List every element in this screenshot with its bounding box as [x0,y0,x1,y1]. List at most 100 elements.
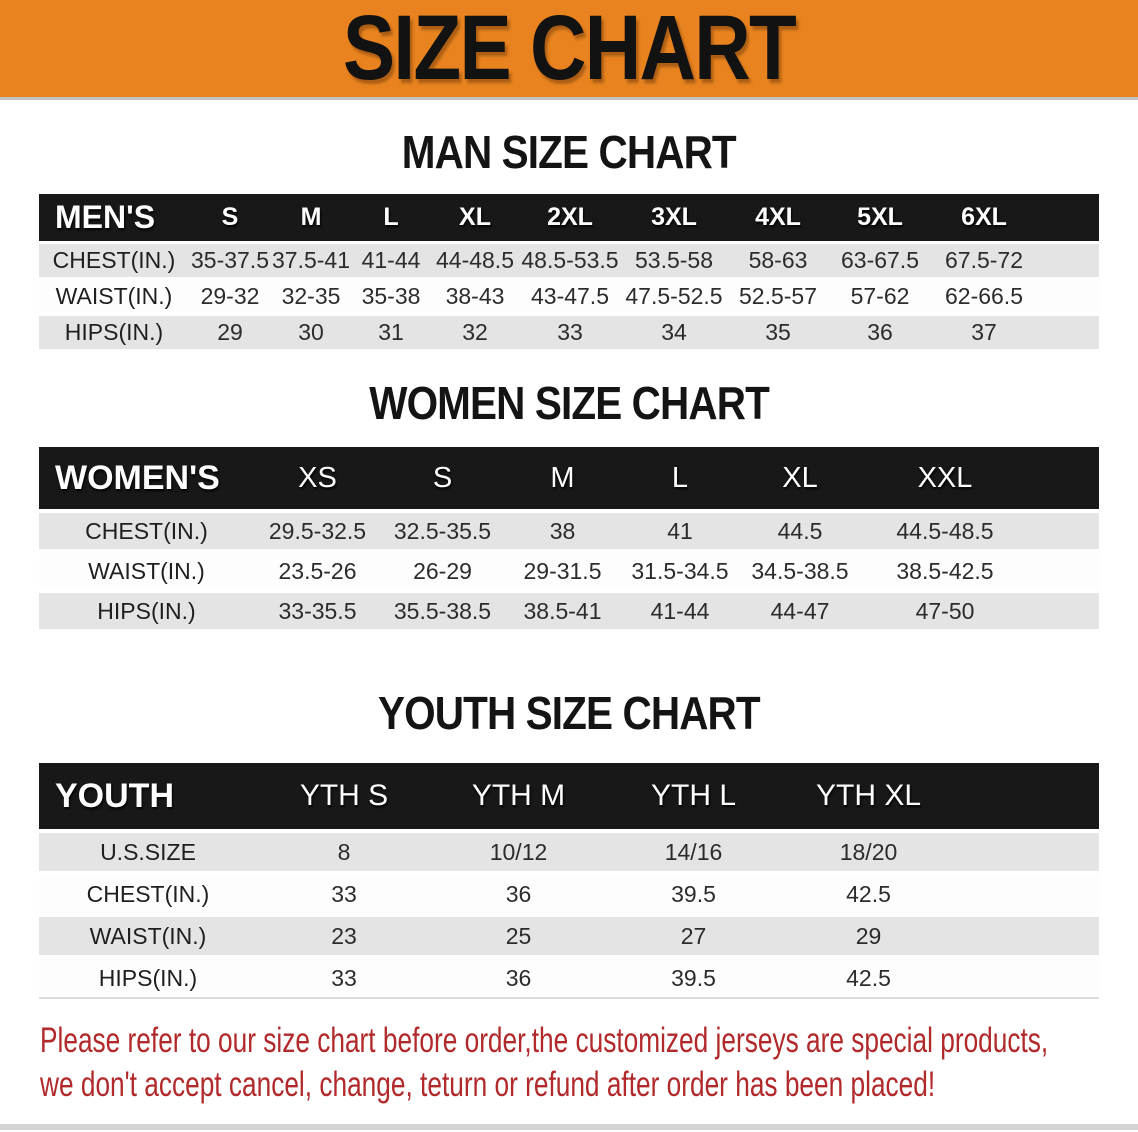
men-cell-0-2: 41-44 [351,241,431,277]
women-cell-2-1: 35.5-38.5 [381,589,504,629]
men-cell-0-1: 37.5-41 [271,241,351,277]
youth-row-2: WAIST(IN.) 23 25 27 29 [39,913,1099,955]
men-cell-2-5: 34 [621,313,727,349]
youth-section-title: YOUTH SIZE CHART [0,687,1138,739]
women-row-0-filler [1029,509,1099,549]
women-row-1-label: WAIST(IN.) [39,549,254,589]
disclaimer: Please refer to our size chart before or… [40,1019,1138,1107]
youth-row-3: HIPS(IN.) 33 36 39.5 42.5 [39,955,1099,997]
men-corner-label: MEN'S [39,194,189,241]
women-cell-1-1: 26-29 [381,549,504,589]
men-cell-1-4: 43-47.5 [519,277,621,313]
men-row-1: WAIST(IN.) 29-32 32-35 35-38 38-43 43-47.5 47.… [39,277,1099,313]
bottom-edge [0,1124,1138,1130]
men-cell-1-5: 47.5-52.5 [621,277,727,313]
youth-section-title-text: YOUTH SIZE CHART [378,687,761,739]
youth-cell-1-0: 33 [257,871,431,913]
youth-cell-3-0: 33 [257,955,431,997]
youth-cell-0-0: 8 [257,829,431,871]
youth-row-0-label: U.S.SIZE [39,829,257,871]
men-cell-2-3: 32 [431,313,519,349]
disclaimer-line-1: Please refer to our size chart before or… [40,1021,1049,1060]
women-cell-1-2: 29-31.5 [504,549,621,589]
men-cell-2-6: 35 [727,313,829,349]
women-cell-2-3: 41-44 [621,589,739,629]
men-size-header-6: 4XL [727,194,829,241]
men-cell-0-6: 58-63 [727,241,829,277]
women-cell-0-2: 38 [504,509,621,549]
disclaimer-line-2: we don't accept cancel, change, teturn o… [40,1065,936,1104]
youth-header-filler [956,763,1099,829]
women-size-header-5: XXL [861,447,1029,509]
women-cell-2-5: 47-50 [861,589,1029,629]
women-header-row: WOMEN'S XS S M L XL XXL [39,447,1099,509]
women-row-2-filler [1029,589,1099,629]
youth-row-2-label: WAIST(IN.) [39,913,257,955]
youth-cell-3-1: 36 [431,955,606,997]
men-row-2-label: HIPS(IN.) [39,313,189,349]
men-cell-2-4: 33 [519,313,621,349]
youth-header-row: YOUTH YTH S YTH M YTH L YTH XL [39,763,1099,829]
youth-size-header-0: YTH S [257,763,431,829]
youth-row-0-filler [956,829,1099,871]
youth-size-header-1: YTH M [431,763,606,829]
men-cell-2-1: 30 [271,313,351,349]
youth-cell-2-1: 25 [431,913,606,955]
women-size-header-4: XL [739,447,861,509]
men-cell-0-3: 44-48.5 [431,241,519,277]
women-size-table: WOMEN'S XS S M L XL XXL CHEST(IN.) 29.5-32.5 32.… [39,447,1099,629]
women-row-2-label: HIPS(IN.) [39,589,254,629]
men-cell-0-4: 48.5-53.5 [519,241,621,277]
women-cell-0-5: 44.5-48.5 [861,509,1029,549]
youth-row-1: CHEST(IN.) 33 36 39.5 42.5 [39,871,1099,913]
men-header-row: MEN'S S M L XL 2XL 3XL 4XL 5XL 6XL [39,194,1099,241]
youth-cell-0-1: 10/12 [431,829,606,871]
youth-cell-3-3: 42.5 [781,955,956,997]
banner-title: SIZE CHART [342,0,797,99]
youth-cell-2-3: 29 [781,913,956,955]
men-row-1-label: WAIST(IN.) [39,277,189,313]
man-section-title-text: MAN SIZE CHART [401,126,737,178]
women-cell-2-4: 44-47 [739,589,861,629]
men-cell-1-1: 32-35 [271,277,351,313]
women-cell-0-4: 44.5 [739,509,861,549]
men-header-filler [1037,194,1099,241]
men-row-0-label: CHEST(IN.) [39,241,189,277]
women-size-header-0: XS [254,447,381,509]
women-section-title: WOMEN SIZE CHART [0,377,1138,429]
youth-cell-2-0: 23 [257,913,431,955]
men-cell-2-7: 36 [829,313,931,349]
women-row-1: WAIST(IN.) 23.5-26 26-29 29-31.5 31.5-34.5 34… [39,549,1099,589]
men-cell-0-7: 63-67.5 [829,241,931,277]
women-cell-2-0: 33-35.5 [254,589,381,629]
men-size-header-4: 2XL [519,194,621,241]
men-cell-0-0: 35-37.5 [189,241,271,277]
man-section-title: MAN SIZE CHART [0,126,1138,178]
women-cell-1-5: 38.5-42.5 [861,549,1029,589]
youth-cell-0-3: 18/20 [781,829,956,871]
youth-cell-0-2: 14/16 [606,829,781,871]
youth-cell-1-1: 36 [431,871,606,913]
women-cell-1-3: 31.5-34.5 [621,549,739,589]
men-size-header-7: 5XL [829,194,931,241]
men-row-0-filler [1037,241,1099,277]
men-cell-1-0: 29-32 [189,277,271,313]
men-size-header-8: 6XL [931,194,1037,241]
women-cell-1-4: 34.5-38.5 [739,549,861,589]
men-cell-2-0: 29 [189,313,271,349]
women-cell-1-0: 23.5-26 [254,549,381,589]
women-row-0-label: CHEST(IN.) [39,509,254,549]
women-size-header-1: S [381,447,504,509]
youth-size-header-3: YTH XL [781,763,956,829]
women-size-header-3: L [621,447,739,509]
size-chart-banner: SIZE CHART [0,0,1138,100]
men-cell-1-7: 57-62 [829,277,931,313]
men-cell-2-8: 37 [931,313,1037,349]
men-row-0: CHEST(IN.) 35-37.5 37.5-41 41-44 44-48.5 48.5… [39,241,1099,277]
men-row-1-filler [1037,277,1099,313]
men-size-header-0: S [189,194,271,241]
youth-row-1-filler [956,871,1099,913]
men-cell-1-8: 62-66.5 [931,277,1037,313]
youth-size-header-2: YTH L [606,763,781,829]
women-corner-label: WOMEN'S [39,447,254,509]
